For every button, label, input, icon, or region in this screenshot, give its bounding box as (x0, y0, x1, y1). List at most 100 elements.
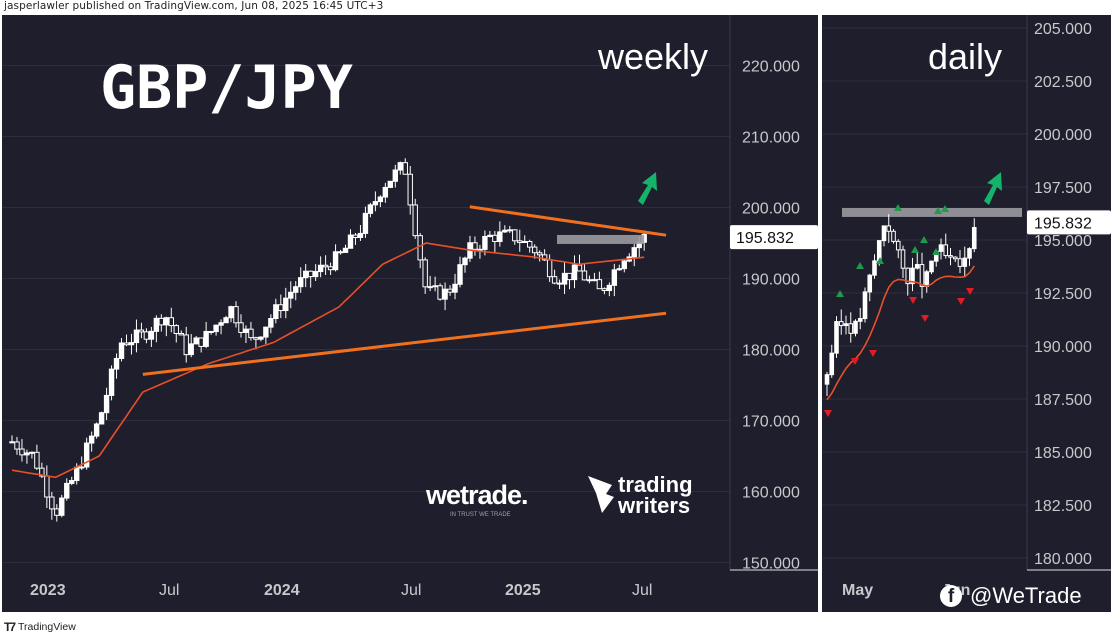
weekly-candle-down (517, 240, 523, 243)
weekly-candle-up (118, 342, 125, 359)
weekly-candle-up (93, 423, 100, 437)
buy-signal-icon (941, 205, 949, 212)
weekly-candle-up (113, 357, 120, 370)
buy-signal-icon (894, 204, 902, 211)
weekly-candle-up (293, 286, 299, 293)
y-tick-label: 180.000 (1034, 551, 1092, 568)
weekly-candle-down (19, 448, 25, 456)
weekly-candle-up (631, 247, 637, 258)
weekly-candle-down (123, 342, 130, 346)
daily-candle-up (962, 257, 968, 267)
daily-candle-down (905, 267, 911, 285)
weekly-candle-down (138, 329, 145, 333)
last-price-badge (1027, 210, 1111, 235)
weekly-candle-up (153, 317, 160, 332)
daily-candle-up (914, 264, 920, 269)
daily-candle-up (857, 318, 863, 322)
weekly-candle-up (223, 317, 229, 324)
weekly-candle-down (536, 252, 543, 256)
weekly-candle-down (143, 331, 150, 340)
weekly-chart-panel[interactable]: GBP/JPY weekly 220.000 210.000 200.000 190.00… (2, 15, 818, 612)
weekly-candle-down (492, 234, 498, 242)
weekly-candle-up (228, 306, 234, 319)
daily-candle-up (867, 274, 873, 293)
daily-candle-up (910, 267, 915, 285)
trading-writers-line1: trading (618, 472, 693, 497)
trading-writers-line2: writers (617, 493, 690, 518)
weekly-candle-down (546, 259, 553, 278)
weekly-candle-up (203, 330, 209, 347)
weekly-candle-up (616, 268, 623, 271)
weekly-candle-down (596, 279, 603, 290)
daily-candle-up (929, 260, 934, 273)
last-price-label: 195.832 (1034, 215, 1092, 232)
daily-candle-down (957, 258, 963, 267)
x-tick-label: 2024 (264, 582, 300, 599)
weekly-candle-down (531, 246, 538, 254)
weekly-candle-down (402, 162, 408, 175)
weekly-candle-down (278, 304, 284, 312)
buy-signal-icon (920, 236, 928, 243)
tradingview-logo-icon: T7 (4, 620, 16, 634)
y-tick-label: 192.500 (1034, 286, 1092, 303)
weekly-candle-up (332, 251, 339, 271)
weekly-candle-up (522, 240, 528, 243)
y-tick-label: 210.000 (742, 130, 800, 147)
daily-candle-down (952, 256, 958, 260)
weekly-candle-up (188, 343, 194, 356)
weekly-candle-up (258, 336, 264, 340)
weekly-candle-up (312, 271, 319, 278)
weekly-candle-down (601, 288, 608, 292)
y-tick-label: 205.000 (1034, 21, 1092, 38)
timeframe-label: weekly (597, 36, 708, 77)
weekly-candle-down (233, 306, 239, 324)
last-price-label: 195.832 (736, 230, 794, 247)
social-handle: f @WeTrade (940, 583, 1082, 609)
weekly-candle-down (566, 272, 573, 281)
daily-candle-up (829, 352, 835, 376)
weekly-candle-down (49, 496, 55, 510)
buy-signal-icon (934, 207, 942, 214)
weekly-candle-up (298, 277, 304, 288)
weekly-candle-down (352, 234, 359, 238)
publisher-attribution: jasperlawler published on TradingView.co… (4, 0, 384, 12)
weekly-candle-down (422, 259, 428, 288)
sell-signal-icon (957, 298, 965, 305)
daily-candle-up (881, 225, 887, 242)
weekly-candle-up (88, 435, 95, 444)
daily-candle-down (886, 225, 892, 232)
resistance-zone (557, 234, 645, 244)
weekly-candle-down (556, 282, 563, 285)
weekly-candle-up (367, 204, 374, 214)
weekly-candle-up (432, 285, 438, 288)
y-tick-label: 150.000 (742, 556, 800, 573)
weekly-candle-up (64, 482, 70, 499)
weekly-candle-down (39, 467, 45, 477)
weekly-candle-down (253, 337, 259, 340)
weekly-candle-up (218, 322, 224, 326)
daily-candle-up (853, 320, 858, 334)
x-tick-label: Jul (401, 582, 421, 599)
y-tick-label: 195.000 (1034, 233, 1092, 250)
weekly-candle-up (372, 201, 379, 206)
weekly-candle-down (9, 441, 15, 444)
y-tick-label: 220.000 (742, 59, 800, 76)
weekly-candle-down (238, 322, 244, 333)
moving-average-line (826, 265, 975, 401)
weekly-candle-up (482, 235, 488, 250)
weekly-candle-up (611, 269, 618, 286)
weekly-candle-up (74, 466, 80, 482)
facebook-icon: f (940, 585, 962, 607)
daily-chart-panel[interactable]: daily 205.000 202.500 200.000 197.500 195.000… (822, 15, 1111, 612)
daily-candle-up (872, 260, 877, 276)
weekly-candle-down (447, 288, 453, 293)
weekly-candle-up (302, 270, 309, 279)
weekly-candle-up (59, 497, 65, 516)
weekly-candle-up (502, 229, 508, 233)
x-tick-label: Jul (632, 582, 652, 599)
weekly-candle-up (387, 180, 394, 188)
resistance-trendline (469, 205, 667, 237)
weekly-candle-up (128, 342, 135, 346)
y-tick-label: 182.500 (1034, 498, 1092, 515)
wetrade-logo: wetrade. (425, 480, 528, 510)
